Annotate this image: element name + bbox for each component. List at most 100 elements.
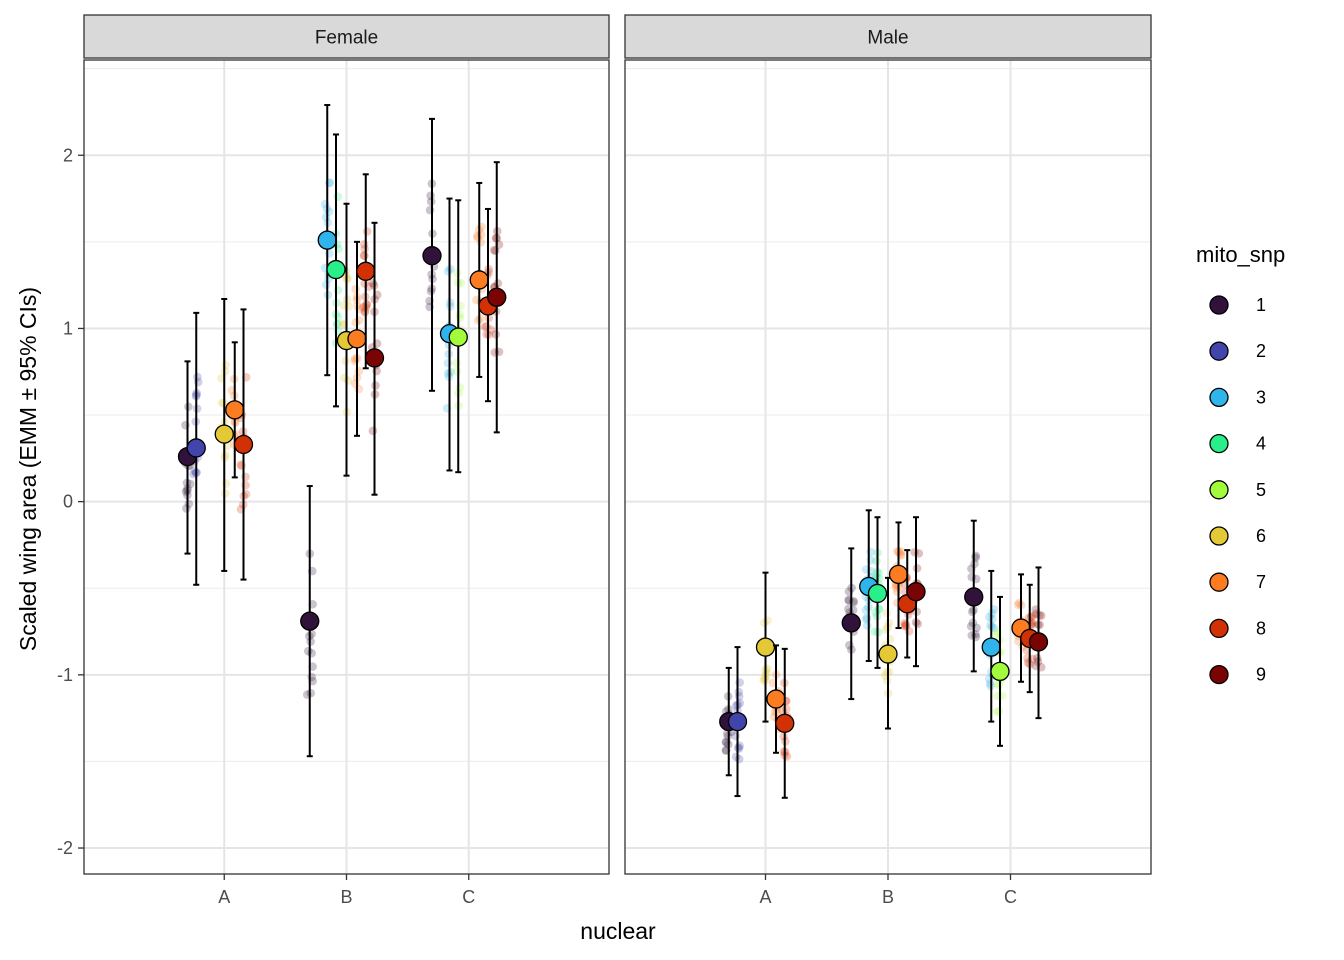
legend-item-5: 5 — [1209, 480, 1266, 500]
legend-label: 8 — [1256, 618, 1266, 638]
x-tick-label: B — [882, 887, 894, 907]
x-tick-label: A — [218, 887, 230, 907]
raw-point — [307, 629, 316, 639]
emm-point — [981, 637, 1001, 657]
raw-point — [332, 320, 342, 329]
raw-point — [874, 568, 883, 578]
raw-point — [772, 707, 782, 717]
legend-label: 3 — [1256, 387, 1266, 407]
emm-point — [347, 329, 367, 349]
panel-male: Male A B C — [624, 14, 1152, 907]
emm-point — [448, 327, 468, 347]
raw-point — [901, 620, 911, 629]
emm-female-B-snp-1 — [300, 485, 320, 758]
raw-point — [971, 553, 980, 562]
x-tick-label: B — [340, 887, 352, 907]
raw-point — [321, 212, 331, 222]
raw-point — [872, 556, 881, 566]
legend: mito_snp 1 2 3 4 5 6 7 8 9 — [1196, 242, 1285, 685]
raw-point — [455, 310, 465, 320]
emm-point — [233, 434, 254, 455]
y-tick-label: 0 — [63, 492, 73, 512]
emm-female-A-snp-7 — [225, 341, 245, 479]
x-tick-label: C — [462, 887, 475, 907]
raw-point — [731, 731, 740, 741]
legend-key — [1209, 572, 1229, 592]
emm-male-B-snp-4 — [867, 516, 888, 669]
emm-point — [841, 613, 861, 633]
legend-label: 2 — [1256, 341, 1266, 361]
raw-point — [351, 318, 361, 327]
raw-point — [193, 372, 202, 382]
raw-point — [425, 205, 435, 215]
raw-point — [181, 487, 191, 496]
legend-item-7: 7 — [1209, 572, 1266, 592]
emm-male-A-snp-6 — [755, 571, 776, 723]
raw-point — [731, 752, 741, 762]
emm-point — [364, 348, 385, 368]
panel-female: Female A B C — [83, 14, 610, 907]
legend-item-8: 8 — [1209, 618, 1266, 638]
emm-female-B-snp-8 — [356, 173, 376, 370]
strip-background — [83, 14, 610, 59]
emm-point — [906, 582, 926, 602]
raw-point — [452, 366, 462, 376]
raw-point — [881, 625, 891, 635]
emm-point — [469, 270, 489, 290]
emm-point — [888, 564, 909, 585]
emm-male-A-snp-8 — [775, 647, 795, 799]
legend-label: 9 — [1256, 665, 1266, 685]
emm-female-B-snp-3 — [317, 104, 337, 377]
legend-key — [1209, 387, 1229, 408]
y-tick-label: -1 — [57, 665, 73, 685]
emm-point — [225, 400, 245, 420]
x-tick-label: C — [1004, 887, 1017, 907]
raw-point — [446, 367, 455, 377]
raw-point — [493, 279, 503, 288]
emm-female-C-snp-7 — [469, 181, 489, 378]
raw-point — [333, 285, 343, 295]
emm-point — [727, 711, 748, 732]
legend-key — [1209, 526, 1229, 546]
raw-point — [862, 613, 872, 622]
emm-point — [300, 611, 320, 631]
emm-female-C-snp-5 — [448, 199, 468, 474]
raw-point — [182, 504, 191, 513]
raw-point — [350, 354, 360, 363]
emm-male-B-snp-1 — [841, 547, 861, 701]
emm-point — [990, 661, 1010, 682]
emm-female-A-snp-2 — [186, 311, 206, 586]
raw-point — [734, 687, 744, 697]
raw-point — [359, 240, 369, 249]
raw-point — [321, 280, 331, 290]
raw-point — [1023, 658, 1033, 667]
emm-female-B-snp-4 — [326, 133, 346, 408]
raw-point — [882, 608, 891, 618]
raw-point — [333, 192, 343, 201]
raw-point — [985, 679, 995, 688]
emm-point — [964, 587, 984, 607]
strip-background — [624, 14, 1152, 59]
legend-item-3: 3 — [1209, 387, 1266, 408]
legend-label: 6 — [1256, 526, 1266, 546]
legend-title: mito_snp — [1196, 242, 1285, 267]
raw-point — [221, 479, 231, 488]
emm-point — [356, 261, 376, 281]
raw-point — [362, 227, 372, 236]
legend-key — [1209, 295, 1229, 315]
emm-point — [1028, 632, 1049, 652]
panels-layer: Female A B C Male A B C -2 -1 0 1 2 — [57, 14, 1152, 907]
raw-point — [912, 563, 922, 573]
x-axis-title: nuclear — [580, 918, 656, 944]
strip-label-male: Male — [867, 28, 908, 49]
legend-key — [1209, 341, 1229, 361]
raw-point — [426, 191, 435, 200]
y-axis-title: Scaled wing area (EMM ± 95% CIs) — [15, 287, 41, 651]
legend-item-6: 6 — [1209, 526, 1266, 546]
emm-point — [775, 713, 795, 733]
emm-female-C-snp-1 — [422, 117, 442, 392]
emm-male-A-snp-7 — [766, 644, 786, 754]
raw-point — [893, 547, 902, 556]
y-axis: -2 -1 0 1 2 — [57, 145, 84, 858]
